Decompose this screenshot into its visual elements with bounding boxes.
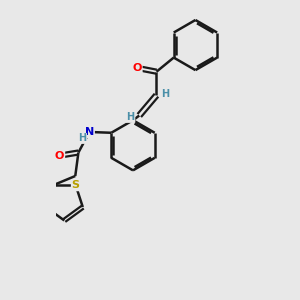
Text: O: O [55,151,64,160]
Text: H: H [78,134,86,143]
Text: N: N [85,127,94,137]
Text: H: H [126,112,135,122]
Text: O: O [132,63,142,73]
Text: S: S [72,180,80,190]
Text: H: H [161,88,169,99]
